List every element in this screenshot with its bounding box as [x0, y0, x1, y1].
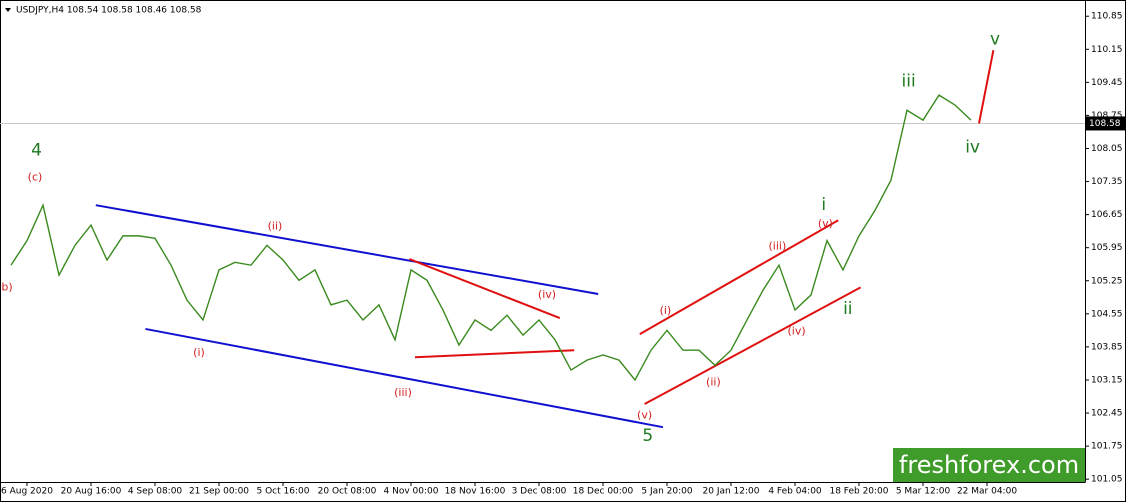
y-tick-label: 103.85 [1091, 342, 1123, 352]
wave-label: 4 [31, 140, 42, 160]
wave-label: (iv) [788, 324, 806, 337]
wave-label: (c) [28, 170, 43, 183]
chart-title: USDJPY,H4 108.54 108.58 108.46 108.58 [16, 6, 202, 16]
wave-label: b) [1, 280, 12, 293]
wave-label: (v) [637, 408, 652, 421]
wave-label: (v) [818, 217, 833, 230]
y-tick-label: 105.95 [1091, 243, 1123, 253]
x-tick-label: 21 Sep 00:00 [189, 487, 249, 497]
x-tick-label: 3 Dec 08:00 [512, 487, 567, 497]
wave-label: (ii) [268, 219, 283, 232]
trend-line [414, 349, 575, 359]
wave-label: iii [902, 71, 916, 91]
y-tick-label: 102.45 [1091, 409, 1123, 419]
x-tick-label: 18 Nov 16:00 [445, 487, 506, 497]
y-tick-label: 110.15 [1091, 45, 1123, 55]
wave-label: (ii) [706, 375, 721, 388]
trend-line [639, 219, 839, 336]
x-tick-label: 5 Jan 20:00 [641, 487, 693, 497]
y-tick-label: 104.55 [1091, 309, 1123, 319]
wave-label: iv [965, 138, 980, 158]
wave-label: (iii) [394, 386, 412, 399]
wave-label: 5 [642, 426, 653, 446]
wave-label: (i) [193, 346, 205, 359]
watermark-box [893, 448, 1085, 482]
x-tick-label: 18 Feb 20:00 [829, 487, 888, 497]
trend-line [145, 327, 664, 429]
wave-label: i [821, 195, 826, 215]
x-tick-label: 18 Dec 00:00 [573, 487, 634, 497]
y-tick-label: 107.35 [1091, 177, 1123, 187]
x-tick-label: 6 Aug 2020 [1, 487, 53, 497]
x-tick-label: 5 Mar 12:00 [896, 487, 951, 497]
x-tick-label: 20 Oct 08:00 [318, 487, 377, 497]
last-price-box [1086, 116, 1125, 131]
wave-label: (iii) [769, 239, 787, 252]
last-price-label: 108.58 [1089, 119, 1121, 129]
price-line [10, 94, 972, 382]
x-tick-label: 20 Jan 12:00 [703, 487, 760, 497]
trend-line [978, 50, 995, 124]
wave-label: v [990, 29, 1000, 49]
y-tick-label: 103.15 [1091, 375, 1123, 385]
wave-label: (i) [660, 304, 672, 317]
trend-line [95, 204, 599, 295]
x-tick-label: 4 Nov 00:00 [384, 487, 439, 497]
y-tick-label: 105.25 [1091, 276, 1123, 286]
y-tick-label: 101.75 [1091, 442, 1123, 452]
x-tick-label: 22 Mar 04:00 [957, 487, 1017, 497]
x-tick-label: 5 Oct 16:00 [257, 487, 310, 497]
trend-line [409, 258, 561, 320]
x-tick-label: 4 Feb 04:00 [768, 487, 822, 497]
y-tick-label: 101.05 [1091, 475, 1123, 485]
y-tick-label: 108.05 [1091, 144, 1123, 154]
y-tick-label: 108.75 [1091, 111, 1123, 121]
wave-label: ii [843, 299, 852, 319]
y-tick-label: 106.65 [1091, 210, 1123, 220]
y-tick-label: 110.85 [1091, 12, 1123, 22]
x-tick-label: 4 Sep 08:00 [128, 487, 183, 497]
menu-arrow [5, 8, 11, 12]
watermark: freshforex.com [899, 451, 1079, 479]
trend-line [644, 286, 862, 405]
y-tick-label: 109.45 [1091, 78, 1123, 88]
x-tick-label: 20 Aug 16:00 [61, 487, 122, 497]
wave-label: (iv) [538, 288, 556, 301]
